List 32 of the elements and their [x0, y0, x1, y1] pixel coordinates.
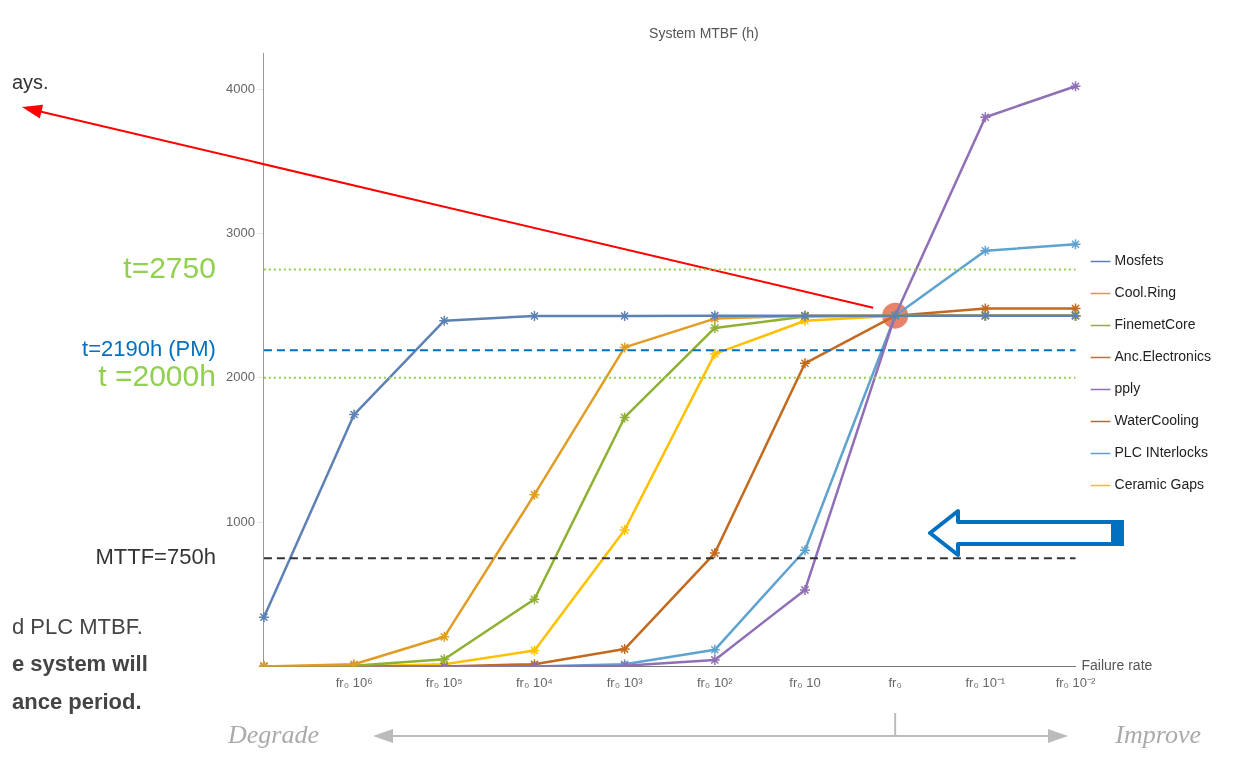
legend-label: Mosfets — [1114, 252, 1164, 269]
y-axis-title: System MTBF (h) — [649, 24, 759, 41]
ref-line-label: MTTF=750h — [95, 544, 216, 570]
x-tick-label: fr₀ 10⁻¹ — [965, 674, 1006, 690]
ref-line-label: t=2190h (PM) — [82, 336, 216, 362]
x-axis-title: Failure rate — [1081, 657, 1153, 674]
y-tick-label: 3000 — [226, 224, 255, 240]
ref-line-label: t=2750 — [123, 250, 216, 284]
text: ance period. — [12, 689, 142, 715]
legend-label: Cool.Ring — [1114, 284, 1176, 301]
x-tick-label: fr₀ 10 — [789, 674, 821, 690]
legend-label: Ceramic Gaps — [1114, 476, 1204, 493]
y-tick-label: 1000 — [226, 513, 255, 529]
x-tick-label: fr₀ 10⁴ — [515, 674, 553, 690]
legend-label: FinemetCore — [1114, 316, 1196, 333]
text: ays. — [12, 70, 49, 93]
x-tick-label: fr₀ — [888, 674, 902, 690]
y-tick-label: 2000 — [226, 369, 255, 385]
x-tick-label: fr₀ 10³ — [606, 674, 644, 690]
text: d PLC MTBF. — [12, 614, 143, 640]
text: e system will — [12, 651, 148, 677]
y-tick-label: 4000 — [226, 80, 255, 96]
legend-label: PLC INterlocks — [1114, 444, 1208, 461]
legend-label: pply — [1114, 380, 1141, 397]
legend-label: Anc.Electronics — [1114, 348, 1211, 365]
x-tick-label: fr₀ 10² — [696, 674, 734, 690]
x-tick-label: fr₀ 10⁻² — [1055, 674, 1097, 690]
text: Degrade — [227, 719, 319, 749]
legend-label: WaterCooling — [1114, 412, 1199, 429]
x-tick-label: fr₀ 10⁵ — [425, 674, 463, 690]
x-tick-label: fr₀ 10⁶ — [335, 674, 373, 690]
text: Improve — [1114, 719, 1201, 749]
